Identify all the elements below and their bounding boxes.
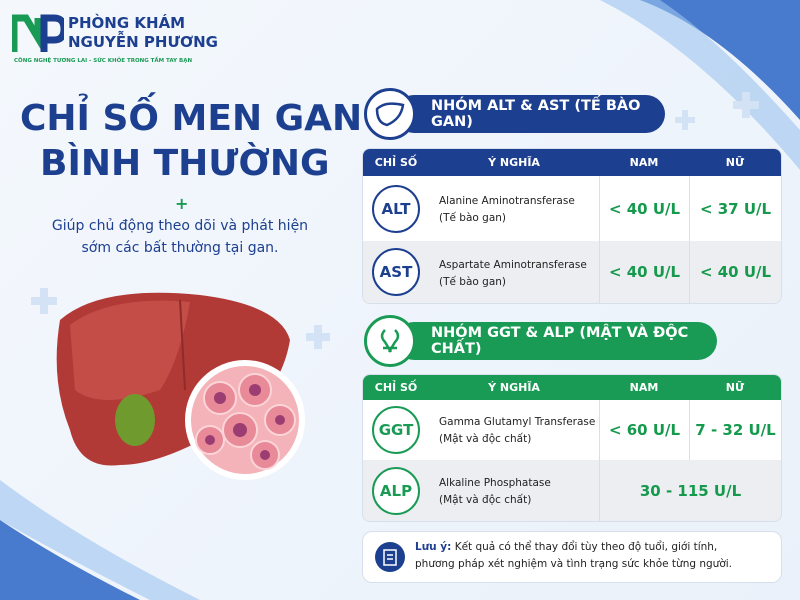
logo-line1: PHÒNG KHÁM — [68, 14, 186, 32]
header-cell: NỮ — [725, 381, 745, 394]
note: (Mật và độc chất) — [439, 494, 532, 506]
code-cell: ALP — [363, 460, 429, 521]
name: Gamma Glutamyl Transferase — [439, 416, 596, 428]
header-cell: NAM — [629, 156, 659, 169]
code-cell: GGT — [363, 400, 429, 460]
logo-mark — [12, 14, 64, 52]
female-value: 7 - 32 U/L — [689, 400, 781, 460]
group-title: NHÓM ALT & AST (TẾ BÀO GAN) — [395, 95, 665, 133]
male-value: < 40 U/L — [599, 241, 689, 303]
name: Alkaline Phosphatase — [439, 477, 551, 489]
note: (Tế bào gan) — [439, 276, 507, 288]
male-value: < 60 U/L — [599, 400, 689, 460]
note: (Mật và độc chất) — [439, 433, 532, 445]
group-icon — [364, 315, 416, 367]
header-cell: CHỈ SỐ — [374, 156, 418, 169]
code: ALT — [372, 184, 420, 233]
note-box: Lưu ý: Kết quả có thể thay đổi tùy theo … — [362, 531, 782, 583]
note-line2: phương pháp xét nghiệm và tình trạng sức… — [415, 558, 733, 570]
header-cell: Ý NGHĨA — [488, 156, 540, 169]
table-header — [363, 149, 781, 176]
subtitle-line2: sớm các bất thường tại gan. — [81, 240, 279, 256]
row-band — [363, 460, 781, 521]
code: ALP — [372, 466, 420, 515]
code: GGT — [372, 406, 420, 454]
header-cell: CHỈ SỐ — [374, 381, 418, 394]
logo-line2: NGUYỄN PHƯƠNG — [68, 33, 218, 51]
logo-tagline: CÔNG NGHỆ TƯƠNG LAI - SỨC KHỎE TRONG TẦM… — [14, 58, 193, 64]
divider-plus: + — [175, 194, 189, 213]
header-cell: NỮ — [725, 156, 745, 169]
table: CHỈ SỐ Ý NGHĨA NAM NỮ GGT Gamma Glutamyl… — [362, 374, 782, 522]
meaning: Alanine Aminotransferase (Tế bào gan) — [439, 193, 575, 227]
group-title: NHÓM GGT & ALP (MẬT VÀ ĐỘC CHẤT) — [395, 322, 717, 360]
table: CHỈ SỐ Ý NGHĨA NAM NỮ ALT Alanine Aminot… — [362, 148, 782, 304]
header-cell: Ý NGHĨA — [488, 381, 540, 394]
group-icon — [364, 88, 416, 140]
name: Aspartate Aminotransferase — [439, 259, 587, 271]
liver-illustration — [56, 292, 305, 480]
note: (Tế bào gan) — [439, 212, 507, 224]
female-value: < 40 U/L — [689, 241, 781, 303]
code-cell: ALT — [363, 176, 429, 241]
male-value: < 40 U/L — [599, 176, 689, 241]
code: AST — [372, 248, 420, 296]
meaning: Aspartate Aminotransferase (Tế bào gan) — [439, 257, 587, 291]
name: Alanine Aminotransferase — [439, 195, 575, 207]
both-value: 30 - 115 U/L — [599, 460, 781, 521]
title-line2: BÌNH THƯỜNG — [40, 143, 330, 184]
note-line1: Kết quả có thể thay đổi tùy theo độ tuổi… — [454, 541, 718, 553]
code-cell: AST — [363, 241, 429, 303]
meaning: Gamma Glutamyl Transferase (Mật và độc ch… — [439, 414, 595, 448]
subtitle-line1: Giúp chủ động theo dõi và phát hiện — [51, 218, 309, 234]
note-icon — [375, 542, 405, 572]
female-value: < 37 U/L — [689, 176, 781, 241]
table-header — [363, 375, 781, 400]
row-band — [363, 241, 781, 303]
meaning: Alkaline Phosphatase (Mật và độc chất) — [439, 475, 551, 509]
note-label: Lưu ý: — [415, 541, 452, 553]
header-cell: NAM — [629, 381, 659, 394]
title-line1: CHỈ SỐ MEN GAN — [20, 98, 363, 139]
